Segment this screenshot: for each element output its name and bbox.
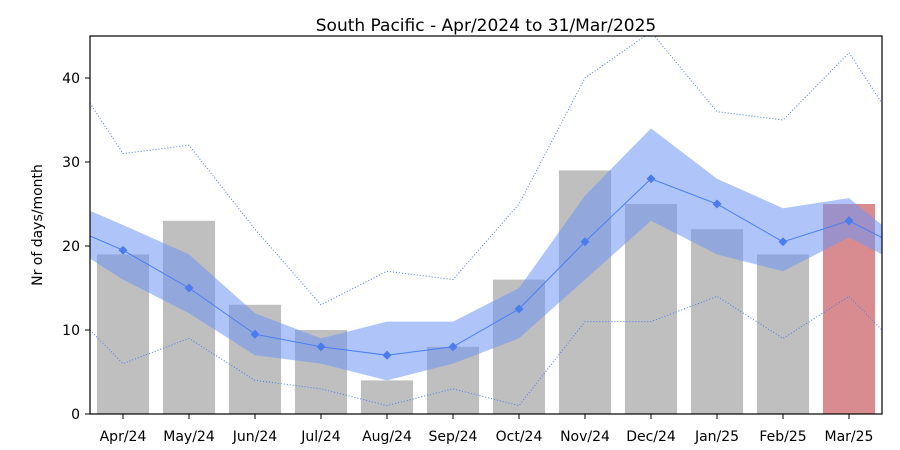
mean-marker bbox=[844, 216, 854, 226]
x-tick-label: Nov/24 bbox=[560, 429, 610, 445]
mean-marker bbox=[382, 350, 392, 360]
bar bbox=[360, 380, 414, 414]
bar bbox=[624, 204, 678, 414]
x-tick-label: Apr/24 bbox=[100, 429, 147, 445]
chart-title: South Pacific - Apr/2024 to 31/Mar/2025 bbox=[316, 16, 656, 36]
bar bbox=[690, 229, 744, 414]
mean-marker bbox=[646, 174, 656, 184]
mean-marker bbox=[250, 329, 260, 339]
mean-marker bbox=[712, 199, 722, 209]
mean-marker bbox=[316, 342, 326, 352]
x-tick-label: Oct/24 bbox=[496, 429, 543, 445]
mean-marker bbox=[580, 237, 590, 247]
x-tick-label: Jan/25 bbox=[694, 429, 739, 445]
y-tick-label: 30 bbox=[62, 155, 80, 171]
y-tick-label: 0 bbox=[71, 407, 80, 423]
mean-marker bbox=[778, 237, 788, 247]
mean-marker bbox=[118, 245, 128, 255]
min-dotted-line bbox=[90, 295, 882, 407]
x-tick-label: Feb/25 bbox=[759, 429, 806, 445]
plot-series-group bbox=[90, 36, 882, 414]
x-tick-label: May/24 bbox=[163, 429, 215, 445]
max-dotted-line bbox=[90, 36, 882, 306]
x-tick-label: Aug/24 bbox=[362, 429, 412, 445]
x-tick-label: Mar/25 bbox=[825, 429, 874, 445]
y-tick-label: 10 bbox=[62, 323, 80, 339]
mean-marker bbox=[514, 304, 524, 314]
plot-area: 0 10 20 30 40 Apr/24 May/24 Jun/24 Jul/24 Aug/24 S… bbox=[62, 35, 883, 445]
y-tick-label: 20 bbox=[62, 239, 80, 255]
x-tick-label: Dec/24 bbox=[626, 429, 676, 445]
mean-line bbox=[90, 178, 882, 356]
x-tick-label: Jul/24 bbox=[300, 429, 341, 445]
x-tick-label: Sep/24 bbox=[429, 429, 478, 445]
bar bbox=[756, 254, 810, 414]
mean-marker bbox=[184, 283, 194, 293]
plot-frame bbox=[89, 35, 883, 415]
mean-marker bbox=[448, 342, 458, 352]
y-tick-label: 40 bbox=[62, 71, 80, 87]
x-tick-label: Jun/24 bbox=[232, 429, 277, 445]
y-axis-label: Nr of days/month bbox=[30, 164, 46, 286]
